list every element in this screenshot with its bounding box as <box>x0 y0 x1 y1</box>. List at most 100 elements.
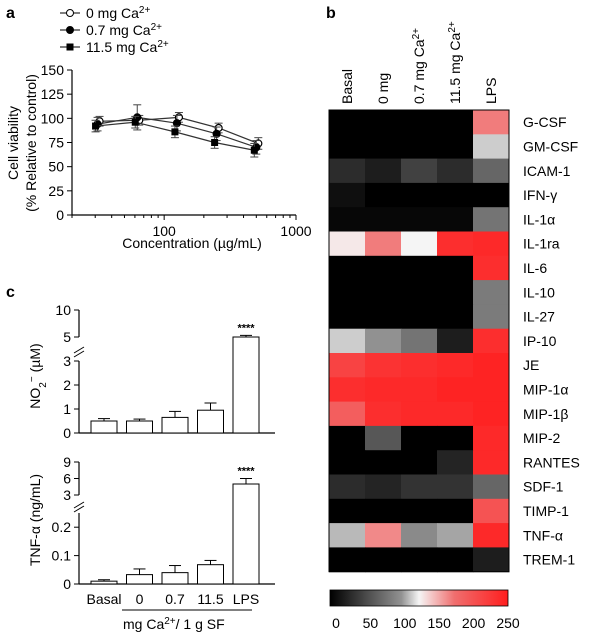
heatmap-cell <box>401 401 438 427</box>
panel-a-label: a <box>6 5 15 22</box>
heatmap-cell <box>437 450 474 475</box>
panel-c-label: c <box>6 284 15 301</box>
heatmap-cell <box>401 474 438 500</box>
y-tick-label: 25 <box>48 183 64 199</box>
heatmap-cell <box>401 328 438 354</box>
bar <box>161 416 189 434</box>
heatmap-row-label: IL-27 <box>523 309 555 325</box>
axis-break-mark <box>73 501 85 509</box>
heatmap-cell <box>365 377 402 403</box>
data-point <box>212 129 221 138</box>
heatmap-cell <box>329 425 366 451</box>
heatmap-cell <box>365 401 402 427</box>
heatmap-cell <box>329 328 366 354</box>
heatmap-cell <box>437 523 474 548</box>
heatmap-row-label: IL-1ra <box>523 236 560 252</box>
heatmap-cell <box>437 547 474 573</box>
heatmap-row-label: IL-6 <box>523 260 547 276</box>
heatmap-cell <box>401 134 438 160</box>
heatmap-cell <box>365 207 402 232</box>
heatmap-cell <box>401 182 438 208</box>
heatmap-row-label: RANTES <box>523 454 580 470</box>
heatmap-cell <box>365 231 402 257</box>
heatmap-cell <box>365 158 402 184</box>
heatmap-cell <box>329 182 366 208</box>
heatmap-cell <box>329 498 366 524</box>
heatmap-row-label: G-CSF <box>523 114 567 130</box>
legend-marker <box>66 9 74 17</box>
data-point <box>172 119 182 128</box>
panel-b-label: b <box>326 5 336 22</box>
bar <box>90 420 118 434</box>
heatmap-row-label: IFN-γ <box>523 187 557 203</box>
x-category-label: LPS <box>233 591 259 607</box>
heatmap-row-label: MIP-1α <box>523 381 568 397</box>
heatmap-cell <box>473 182 510 208</box>
y-tick-label: 5 <box>63 329 71 345</box>
bar <box>232 336 260 434</box>
heatmap-cell <box>437 377 474 403</box>
heatmap-cell <box>401 450 438 475</box>
legend-label: 0.7 mg Ca2+ <box>86 22 162 39</box>
heatmap-row-label: SDF-1 <box>523 479 564 495</box>
y-tick-label: 1 <box>63 401 71 417</box>
heatmap-cell <box>401 547 438 573</box>
y-tick-label: 75 <box>48 135 64 151</box>
heatmap-cell <box>473 450 510 475</box>
y-tick-label: 2 <box>63 377 71 393</box>
heatmap-cell <box>365 450 402 475</box>
heatmap-cell <box>401 110 438 135</box>
x-axis-label: mg Ca2+/ 1 g SF <box>123 616 225 633</box>
colorbar <box>329 589 509 607</box>
y-tick-label: 125 <box>41 86 65 102</box>
heatmap-cell <box>473 498 510 524</box>
heatmap-cell <box>329 304 366 330</box>
heatmap-cell <box>329 110 366 135</box>
bar <box>197 564 224 585</box>
heatmap-cell <box>329 377 366 403</box>
y-tick-label: 0.2 <box>52 519 72 535</box>
heatmap-cell <box>365 255 402 281</box>
y-tick-label: 100 <box>41 110 65 126</box>
heatmap-row-label: TIMP-1 <box>523 503 569 519</box>
heatmap-cell <box>473 207 510 232</box>
heatmap-cell <box>365 523 402 548</box>
significance-marker: **** <box>237 466 255 478</box>
legend-label: 11.5 mg Ca2+ <box>86 39 169 56</box>
heatmap-column-label: Basal <box>339 69 355 104</box>
y-tick-label: 150 <box>41 62 65 78</box>
heatmap-cell <box>437 280 474 305</box>
heatmap-cell <box>473 280 510 305</box>
y-axis-label: TNF-α (ng/mL) <box>27 474 43 566</box>
heatmap-cell <box>365 474 402 500</box>
heatmap-cell <box>329 255 366 281</box>
heatmap-cell <box>437 158 474 184</box>
x-tick-label: 1000 <box>280 223 311 239</box>
heatmap-cell <box>473 377 510 403</box>
heatmap-cell <box>329 474 366 500</box>
heatmap-row-label: TNF-α <box>523 527 563 543</box>
heatmap-cell <box>437 207 474 232</box>
y-tick-label: 50 <box>48 159 64 175</box>
data-point <box>131 118 139 126</box>
data-point <box>92 122 100 130</box>
heatmap-cell <box>401 523 438 548</box>
heatmap-column-label: LPS <box>483 78 499 104</box>
heatmap-cell <box>365 304 402 330</box>
y-tick-label: 3 <box>63 487 71 503</box>
y-tick-label: 0 <box>63 576 71 592</box>
bar <box>126 420 153 434</box>
legend-marker <box>66 26 74 34</box>
heatmap-cell <box>473 255 510 281</box>
panel-a-line-chart: 0 25 50 75 100 125 150 100 1000 Concentration (µg… <box>5 5 312 252</box>
heatmap-cell <box>473 401 510 427</box>
y-tick-label: 3 <box>63 353 71 369</box>
heatmap-row-label: ICAM-1 <box>523 163 571 179</box>
panel-b-heatmap: G-CSF GM-CSF ICAM-1 IFN-γ IL-1α IL-1ra IL-6 IL-… <box>328 21 580 631</box>
heatmap-column-label: 0.7 mg Ca2+ <box>411 28 428 104</box>
colorbar-tick-label: 200 <box>462 615 486 631</box>
heatmap-cell <box>329 450 366 475</box>
heatmap-cell <box>437 353 474 378</box>
colorbar-tick-label: 250 <box>496 615 520 631</box>
